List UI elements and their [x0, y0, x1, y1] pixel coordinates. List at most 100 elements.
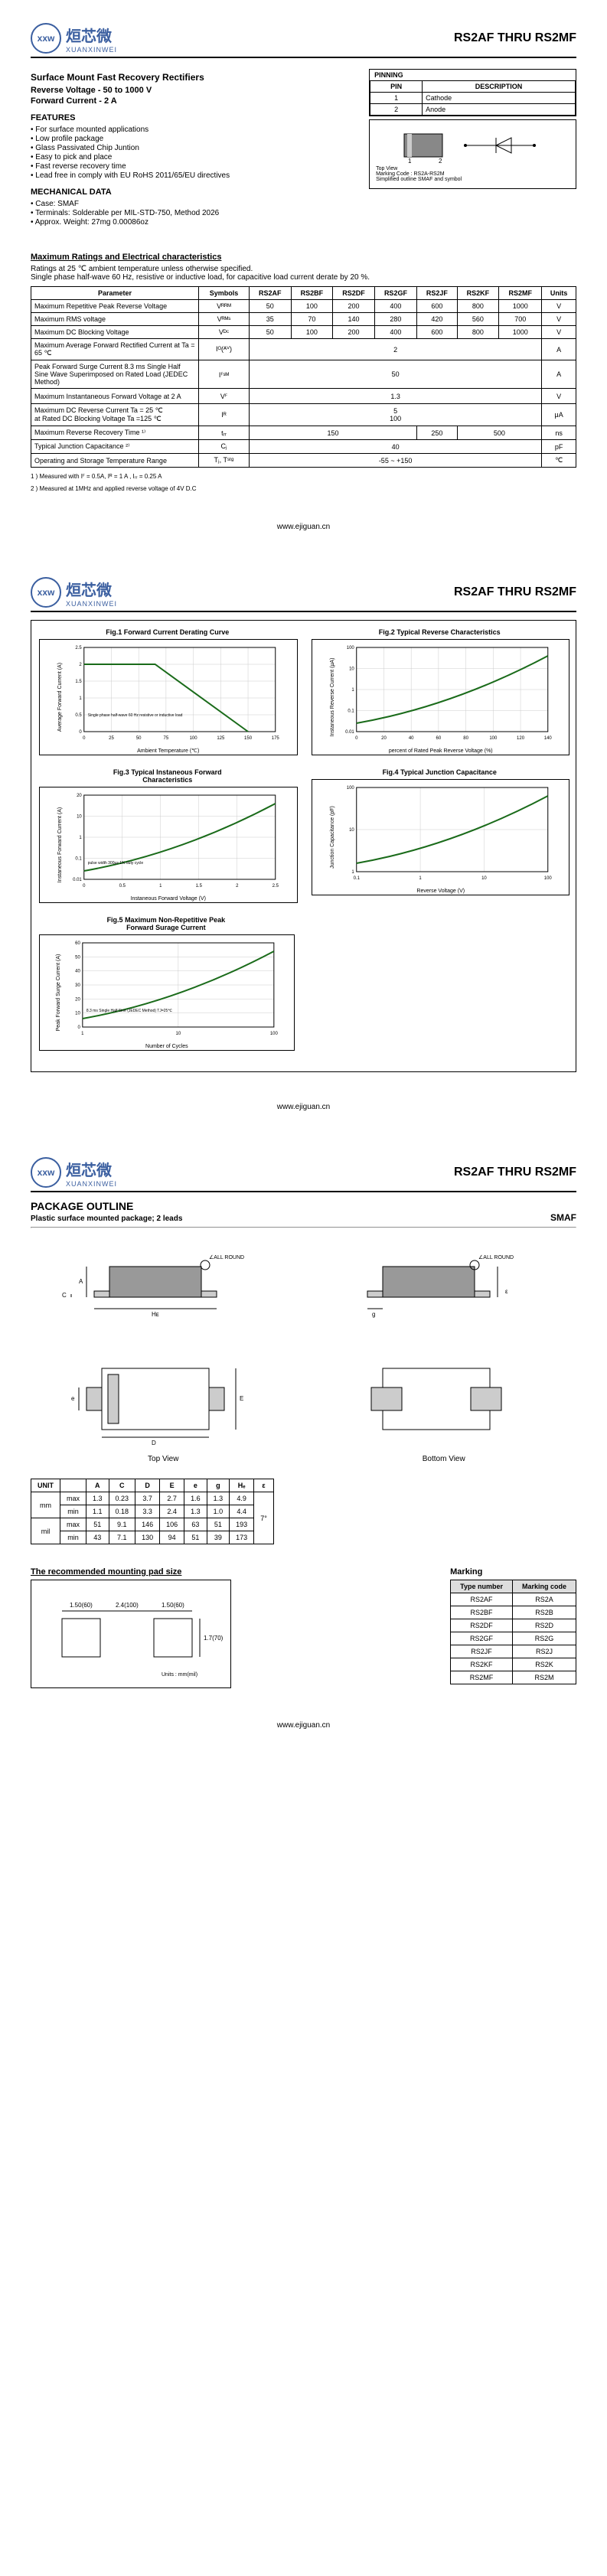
logo-cn: 烜芯微 — [66, 582, 112, 599]
feature-item: Lead free in comply with EU RoHS 2011/65… — [31, 171, 358, 180]
svg-text:1: 1 — [351, 688, 354, 693]
logo-en: XUANXINWEI — [66, 600, 117, 608]
pinning-table: PINNING PINDESCRIPTION 1Cathode 2Anode — [369, 69, 576, 116]
view-label: Top View — [31, 1455, 296, 1463]
svg-text:1: 1 — [419, 876, 422, 881]
svg-text:0.5: 0.5 — [75, 713, 82, 718]
svg-text:g: g — [372, 1311, 375, 1318]
svg-text:2.5: 2.5 — [75, 646, 82, 651]
logo-en: XUANXINWEI — [66, 1180, 117, 1188]
svg-text:10: 10 — [77, 815, 82, 820]
svg-text:80: 80 — [463, 736, 468, 741]
svg-text:1: 1 — [408, 158, 412, 165]
svg-text:20: 20 — [77, 794, 82, 798]
svg-text:Hᴇ: Hᴇ — [152, 1311, 159, 1318]
svg-text:1.50(60): 1.50(60) — [162, 1602, 184, 1609]
svg-text:0.01: 0.01 — [345, 730, 354, 735]
chart-fig5: 1101000102030405060Number of CyclesPeak … — [39, 934, 295, 1051]
svg-text:0.1: 0.1 — [348, 709, 354, 714]
ratings-note: Single phase half-wave 60 Hz, resistive … — [31, 273, 576, 282]
svg-text:1.5: 1.5 — [75, 680, 82, 684]
feature-item: Easy to pick and place — [31, 153, 358, 161]
pin-cell: 2 — [370, 104, 423, 116]
ratings-table: ParameterSymbolsRS2AFRS2BFRS2DFRS2GFRS2J… — [31, 286, 576, 468]
pin-cell: Cathode — [423, 93, 576, 104]
logo-en: XUANXINWEI — [66, 46, 117, 54]
svg-text:Reverse Voltage (V): Reverse Voltage (V) — [416, 889, 465, 894]
reverse-voltage: Reverse Voltage - 50 to 1000 V — [31, 86, 358, 95]
logo-icon: xxw — [31, 23, 61, 54]
chart-fig3: 00.511.522.50.010.111020Instaneous Forwa… — [39, 787, 298, 903]
pinning-title: PINNING — [370, 70, 576, 80]
svg-text:10: 10 — [175, 1032, 181, 1036]
pkg-sub: Plastic surface mounted package; 2 leads — [31, 1215, 182, 1223]
svg-text:0: 0 — [83, 736, 86, 741]
page-header: xxw 烜芯微XUANXINWEI RS2AF THRU RS2MF — [31, 1157, 576, 1192]
svg-text:1.7(70): 1.7(70) — [204, 1635, 224, 1642]
ratings-note: Ratings at 25 ℃ ambient temperature unle… — [31, 265, 576, 273]
svg-text:2: 2 — [236, 884, 239, 889]
svg-text:75: 75 — [164, 736, 169, 741]
svg-text:30: 30 — [75, 983, 80, 988]
chart-title: Fig.5 Maximum Non-Repetitive Peak Forwar… — [39, 916, 293, 931]
charts-frame: Fig.1 Forward Current Derating Curve0255… — [31, 620, 576, 1072]
svg-text:2: 2 — [439, 158, 442, 165]
svg-text:120: 120 — [517, 736, 525, 741]
svg-text:2.4(100): 2.4(100) — [116, 1602, 139, 1609]
svg-text:0.01: 0.01 — [73, 878, 82, 882]
logo: xxw 烜芯微XUANXINWEI — [31, 577, 117, 608]
svg-text:0.5: 0.5 — [119, 884, 126, 889]
logo: xxw 烜芯微XUANXINWEI — [31, 1157, 117, 1188]
svg-text:0: 0 — [355, 736, 358, 741]
pkg-side-view2-icon: ∠ALL ROUND g ε — [329, 1236, 559, 1335]
mark-hdr: Marking code — [512, 1580, 576, 1593]
pin-hdr: DESCRIPTION — [423, 81, 576, 93]
pkg-top-view-icon: D E e — [48, 1353, 278, 1453]
feature-item: Glass Passivated Chip Juntion — [31, 144, 358, 152]
ratings-title: Maximum Ratings and Electrical character… — [31, 253, 576, 262]
chart-title: Fig.1 Forward Current Derating Curve — [39, 628, 296, 636]
svg-text:25: 25 — [109, 736, 114, 741]
pin-cell: Anode — [423, 104, 576, 116]
symbol-diagram: 12 Top View Marking Code : RS2A-RS2M Sim… — [369, 119, 576, 189]
marking-title: Marking — [450, 1567, 576, 1577]
footer-url: www.ejiguan.cn — [31, 1721, 576, 1730]
mark-hdr: Type number — [451, 1580, 513, 1593]
marking-table: Type numberMarking code RS2AFRS2ARS2BFRS… — [450, 1580, 576, 1684]
svg-text:175: 175 — [272, 736, 280, 741]
feature-item: Low profile package — [31, 135, 358, 143]
mech-list: Case: SMAF Terminals: Solderable per MIL… — [31, 200, 358, 227]
page-header: xxw 烜芯微XUANXINWEI RS2AF THRU RS2MF — [31, 577, 576, 612]
svg-text:D: D — [152, 1440, 156, 1446]
feature-item: Fast reverse recovery time — [31, 162, 358, 171]
mech-title: MECHANICAL DATA — [31, 187, 358, 197]
svg-text:∠ALL ROUND: ∠ALL ROUND — [209, 1254, 244, 1260]
svg-text:A: A — [79, 1278, 83, 1285]
svg-text:10: 10 — [481, 876, 487, 881]
mech-item: Approx. Weight: 27mg 0.00086oz — [31, 218, 358, 227]
svg-text:10: 10 — [75, 1012, 80, 1016]
svg-text:1: 1 — [79, 696, 82, 701]
svg-text:60: 60 — [75, 941, 80, 946]
svg-text:Instaneous Forward Current (A): Instaneous Forward Current (A) — [57, 807, 63, 882]
svg-text:10: 10 — [349, 828, 354, 833]
chart-title: Fig.3 Typical Instaneous Forward Charact… — [39, 768, 296, 784]
svg-text:1: 1 — [159, 884, 162, 889]
svg-text:100: 100 — [346, 646, 354, 651]
svg-text:ε: ε — [505, 1288, 508, 1295]
view-label: Bottom View — [312, 1455, 577, 1463]
pkg-name: SMAF — [550, 1212, 576, 1223]
svg-text:Junction Capacitance (pF): Junction Capacitance (pF) — [329, 806, 335, 869]
footer-url: www.ejiguan.cn — [31, 523, 576, 531]
svg-text:0: 0 — [83, 884, 86, 889]
svg-text:20: 20 — [75, 997, 80, 1002]
part-number: RS2AF THRU RS2MF — [454, 1166, 576, 1179]
svg-text:1.5: 1.5 — [196, 884, 203, 889]
svg-text:140: 140 — [543, 736, 552, 741]
svg-text:percent of Rated Peak Reverse: percent of Rated Peak Reverse Voltage (%… — [388, 748, 492, 754]
logo-cn: 烜芯微 — [66, 28, 112, 45]
feature-item: For surface mounted applications — [31, 126, 358, 134]
svg-text:Number of Cycles: Number of Cycles — [145, 1044, 188, 1049]
pkg-bottom-view-icon — [329, 1353, 559, 1453]
part-number: RS2AF THRU RS2MF — [454, 31, 576, 45]
